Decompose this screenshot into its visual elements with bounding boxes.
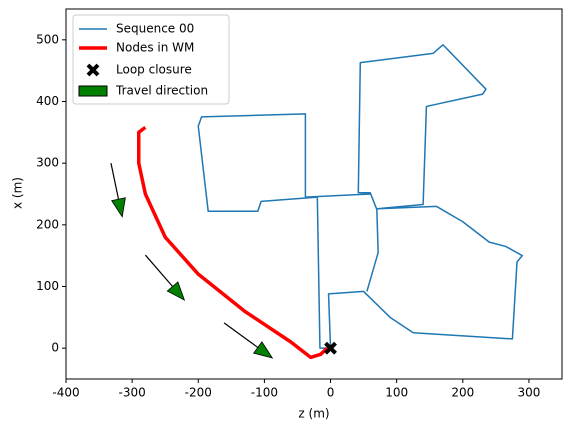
x-tick-label: -200 <box>185 386 212 400</box>
legend-swatch <box>78 85 108 97</box>
x-tick-label: 100 <box>385 386 408 400</box>
x-tick-label: -300 <box>119 386 146 400</box>
series-line <box>197 44 524 349</box>
arrow-head <box>111 197 126 218</box>
x-tick-label: 200 <box>451 386 474 400</box>
arrow-head <box>252 341 274 359</box>
travel-arrow <box>110 163 126 218</box>
arrow-shaft <box>223 322 259 348</box>
x-tick-label: 0 <box>327 386 335 400</box>
travel-arrow <box>223 322 274 359</box>
x-tick-label: -400 <box>52 386 79 400</box>
y-tick-label: 300 <box>36 156 59 170</box>
legend-label: Loop closure <box>116 63 192 77</box>
arrow-shaft <box>110 163 120 200</box>
legend-label: Sequence 00 <box>116 22 194 36</box>
legend-swatch <box>86 63 100 77</box>
loop-closure-marker <box>324 341 337 355</box>
x-tick-label: -100 <box>251 386 278 400</box>
series-line <box>136 125 329 360</box>
y-tick-label: 200 <box>36 217 59 231</box>
legend-label: Travel direction <box>115 84 208 98</box>
arrow-shaft <box>144 254 174 287</box>
y-axis-label: x (m) <box>11 177 25 209</box>
y-tick-label: 100 <box>36 279 59 293</box>
y-tick-label: 400 <box>36 94 59 108</box>
x-axis-label: z (m) <box>298 407 329 421</box>
legend-box <box>72 14 230 105</box>
travel-arrow <box>144 254 186 301</box>
plot-frame <box>65 8 563 380</box>
arrow-head <box>166 281 186 301</box>
x-tick-label: 300 <box>517 386 540 400</box>
legend-label: Nodes in WM <box>116 41 194 55</box>
y-tick-label: 500 <box>36 32 59 46</box>
y-tick-label: 0 <box>51 341 59 355</box>
